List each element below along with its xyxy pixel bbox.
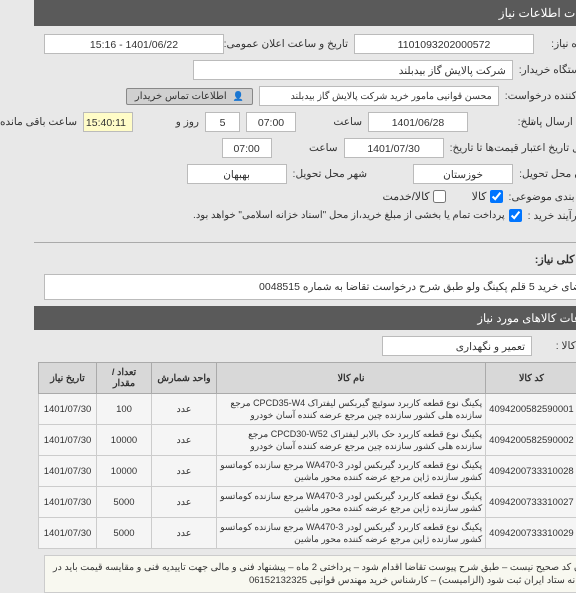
col-unit: واحد شمارش <box>118 363 183 394</box>
rooz-label: روز و <box>105 116 165 128</box>
items-table-wrap: ردیف کد کالا نام کالا واحد شمارش تعداد /… <box>0 362 576 549</box>
city-label: شهر محل تحویل: <box>259 168 334 180</box>
cred-date-value: 1401/07/30 <box>310 138 410 158</box>
city-value: بهبهان <box>153 164 253 184</box>
col-name: نام کالا <box>183 363 452 394</box>
cell-code: 4094200733310027 <box>452 487 544 518</box>
cell-qty: 100 <box>63 394 118 425</box>
khadamat-checkbox[interactable] <box>399 190 412 203</box>
resp-time-value: 07:00 <box>212 112 262 132</box>
niaz-no-label: شماره نیاز: <box>506 38 566 50</box>
note-box: ایران کد صحیح نیست – طبق شرح پیوست تقاضا… <box>10 555 566 593</box>
proc-text: پرداخت تمام یا بخشی از مبلغ خرید،از محل … <box>159 210 471 221</box>
cell-radif: 3 <box>543 456 571 487</box>
cell-unit: عدد <box>118 425 183 456</box>
table-row: 24094200582590002پکینگ نوع قطعه کاربرد ح… <box>5 425 572 456</box>
req-creator-value: محسن قوانیی مامور خرید شرکت پالایش گاز ب… <box>225 86 465 106</box>
province-label: استان محل تحویل: <box>485 168 566 180</box>
khadamat-checkbox-wrap[interactable]: کالا/خدمت <box>348 190 411 203</box>
buyer-dev-value: شرکت پالایش گاز بیدبلند <box>159 60 479 80</box>
cell-name: پکینگ نوع قطعه کاربرد گیربکس لودر WA470-… <box>183 487 452 518</box>
cell-date: 1401/07/30 <box>5 456 63 487</box>
category-label: طبقه بندی موضوعی: <box>475 191 566 203</box>
proc-checkbox-wrap[interactable]: پرداخت تمام یا بخشی از مبلغ خرید،از محل … <box>159 209 488 222</box>
contact-button[interactable]: 👤 اطلاعات تماس خریدار <box>92 88 219 105</box>
contact-button-label: اطلاعات تماس خریدار <box>101 91 193 102</box>
sharh-title: شرح کلی نیاز: <box>0 249 576 270</box>
kala-checkbox-wrap[interactable]: کالا <box>438 190 469 203</box>
table-header-row: ردیف کد کالا نام کالا واحد شمارش تعداد /… <box>5 363 572 394</box>
cell-date: 1401/07/30 <box>5 394 63 425</box>
resp-dead-label: مهلت ارسال پاسخ: <box>506 116 566 128</box>
ann-date-value: 1401/06/22 - 15:16 <box>10 34 190 54</box>
cell-radif: 5 <box>543 518 571 549</box>
remain-label: ساعت باقی مانده <box>0 116 43 128</box>
cell-name: پکینگ نوع قطعه کاربرد گیربکس لودر WA470-… <box>183 518 452 549</box>
cell-unit: عدد <box>118 487 183 518</box>
cell-code: 4094200733310029 <box>452 518 544 549</box>
proc-checkbox[interactable] <box>475 209 488 222</box>
table-row: 34094200733310028پکینگ نوع قطعه کاربرد گ… <box>5 456 572 487</box>
cell-date: 1401/07/30 <box>5 425 63 456</box>
kala-checkbox-label: کالا <box>438 190 453 203</box>
header-bar: جزئیات اطلاعات نیاز <box>0 0 576 26</box>
col-qty: تعداد / مقدار <box>63 363 118 394</box>
cell-date: 1401/07/30 <box>5 518 63 549</box>
group-label: گروه کالا : <box>506 340 566 352</box>
niaz-no-value: 1101093202000572 <box>320 34 500 54</box>
saat-label-2: ساعت <box>244 142 304 154</box>
cell-qty: 5000 <box>63 518 118 549</box>
req-creator-label: ایجاد کننده درخواست: <box>471 90 566 102</box>
cell-unit: عدد <box>118 394 183 425</box>
cell-qty: 10000 <box>63 456 118 487</box>
table-row: 54094200733310029پکینگ نوع قطعه کاربرد گ… <box>5 518 572 549</box>
resp-date-value: 1401/06/28 <box>334 112 434 132</box>
province-value: خوزستان <box>379 164 479 184</box>
khadamat-checkbox-label: کالا/خدمت <box>348 190 395 203</box>
cell-name: پکینگ نوع قطعه کاربرد سوئیچ گیربکس لیفتر… <box>183 394 452 425</box>
separator <box>0 242 576 243</box>
remain-time-value: 15:40:11 <box>49 112 99 132</box>
cell-radif: 2 <box>543 425 571 456</box>
proc-label: نوع فرآیند خرید : <box>494 210 566 222</box>
cell-code: 4094200733310028 <box>452 456 544 487</box>
info-subheader: اطلاعات کالاهای مورد نیاز <box>0 306 576 330</box>
cell-qty: 5000 <box>63 487 118 518</box>
col-code: کد کالا <box>452 363 544 394</box>
cell-name: پکینگ نوع قطعه کاربرد گیربکس لودر WA470-… <box>183 456 452 487</box>
cell-name: پکینگ نوع قطعه کاربرد حک بالابر لیفتراک … <box>183 425 452 456</box>
saat-label-1: ساعت <box>268 116 328 128</box>
user-icon: 👤 <box>199 91 210 101</box>
kala-checkbox[interactable] <box>456 190 469 203</box>
cred-time-value: 07:00 <box>188 138 238 158</box>
cell-code: 4094200582590002 <box>452 425 544 456</box>
buyer-dev-label: نام دستگاه خریدار: <box>485 64 566 76</box>
cell-code: 4094200582590001 <box>452 394 544 425</box>
cred-label: حداقل تاریخ اعتبار قیمت‌ها تا تاریخ: <box>416 142 566 154</box>
group-value: تعمیر و نگهداری <box>348 336 498 356</box>
cell-radif: 1 <box>543 394 571 425</box>
days-value: 5 <box>171 112 206 132</box>
sharh-box: تقاضای خرید 5 قلم پکینگ ولو طبق شرح درخو… <box>10 274 566 300</box>
items-table: ردیف کد کالا نام کالا واحد شمارش تعداد /… <box>4 362 572 549</box>
table-row: 44094200733310027پکینگ نوع قطعه کاربرد گ… <box>5 487 572 518</box>
main-form: شماره نیاز: 1101093202000572 تاریخ و ساع… <box>0 26 576 236</box>
cell-qty: 10000 <box>63 425 118 456</box>
ann-date-label: تاریخ و ساعت اعلان عمومی: <box>196 38 314 50</box>
col-radif: ردیف <box>543 363 571 394</box>
cell-unit: عدد <box>118 456 183 487</box>
cell-radif: 4 <box>543 487 571 518</box>
cell-unit: عدد <box>118 518 183 549</box>
ta-label: تا <box>440 116 500 128</box>
cell-date: 1401/07/30 <box>5 487 63 518</box>
col-date: تاریخ نیاز <box>5 363 63 394</box>
table-row: 14094200582590001پکینگ نوع قطعه کاربرد س… <box>5 394 572 425</box>
